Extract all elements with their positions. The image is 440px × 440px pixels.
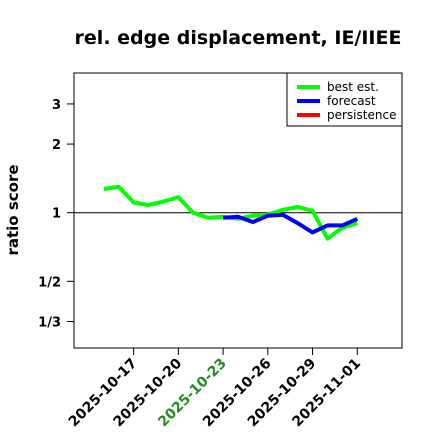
y-axis-label: ratio score — [4, 164, 22, 255]
legend: best est. forecast persistence — [286, 72, 403, 127]
legend-label-persistence: persistence — [327, 108, 396, 122]
series-line-forecast — [222, 212, 359, 235]
y-tick-label: 1/3 — [38, 315, 61, 330]
plot-area — [73, 72, 403, 349]
y-tick-label: 3 — [52, 98, 61, 113]
y-tick-label: 1 — [52, 207, 61, 222]
legend-label-forecast: forecast — [327, 94, 376, 108]
y-axis-ticks: 1/3 1/2 1 2 3 — [38, 98, 74, 330]
legend-label-best-est: best est. — [327, 80, 379, 94]
y-tick-label: 2 — [52, 138, 61, 153]
series-layer — [103, 184, 359, 241]
x-axis-ticks: 2025-10-172025-10-202025-10-232025-10-26… — [66, 348, 364, 430]
y-tick-label: 1/2 — [38, 275, 61, 290]
chart-title: rel. edge displacement, IE/IIEE — [75, 27, 402, 49]
